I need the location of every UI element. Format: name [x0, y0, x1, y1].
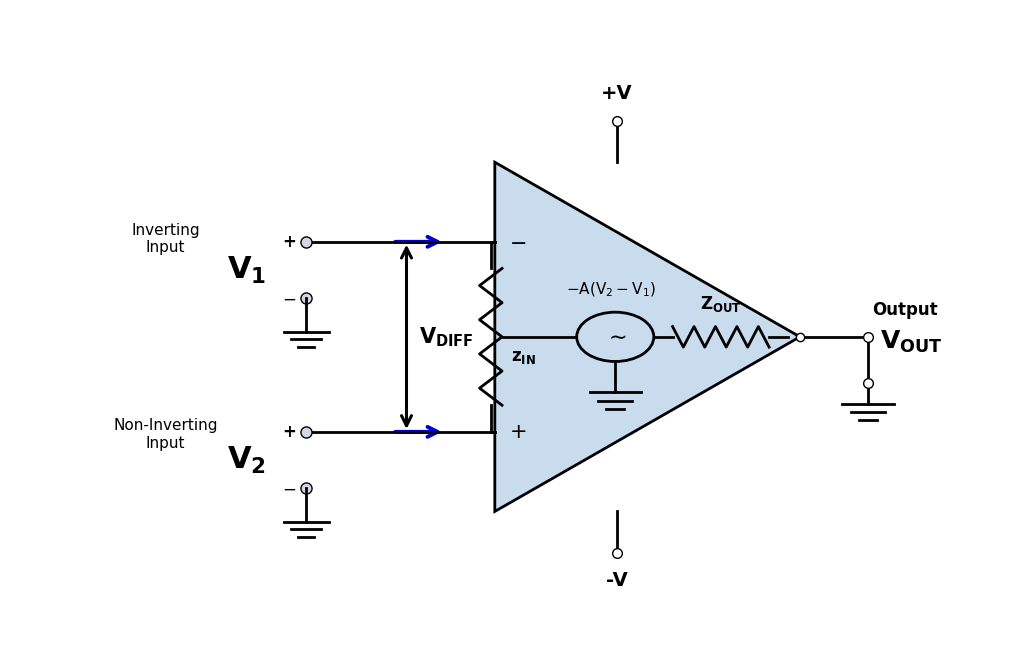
Text: +: + — [283, 423, 296, 441]
Text: Inverting
Input: Inverting Input — [132, 223, 200, 255]
Text: $\mathbf{z_{IN}}$: $\mathbf{z_{IN}}$ — [511, 348, 536, 366]
Circle shape — [577, 312, 654, 362]
Text: $-\mathrm{A}(\mathrm{V}_2 - \mathrm{V}_1)$: $-\mathrm{A}(\mathrm{V}_2 - \mathrm{V}_1… — [567, 281, 656, 299]
Text: $\mathbf{V_2}$: $\mathbf{V_2}$ — [227, 444, 266, 476]
Text: $\mathbf{Z_{OUT}}$: $\mathbf{Z_{OUT}}$ — [700, 293, 742, 313]
Text: $\mathbf{V_{DIFF}}$: $\mathbf{V_{DIFF}}$ — [419, 325, 473, 349]
Text: +V: +V — [601, 84, 633, 103]
Text: -V: -V — [606, 571, 628, 590]
Text: Non-Inverting
Input: Non-Inverting Input — [113, 418, 218, 451]
Text: $\sim$: $\sim$ — [604, 327, 627, 347]
Text: $+$: $+$ — [510, 422, 526, 442]
Text: $\mathbf{V_{OUT}}$: $\mathbf{V_{OUT}}$ — [881, 329, 943, 355]
Text: +: + — [283, 233, 296, 251]
Polygon shape — [495, 162, 800, 512]
Text: $-$: $-$ — [283, 480, 296, 498]
Text: $-$: $-$ — [283, 289, 296, 307]
Text: Output: Output — [872, 301, 938, 319]
Text: $-$: $-$ — [510, 232, 526, 252]
Text: $\mathbf{V_1}$: $\mathbf{V_1}$ — [227, 255, 266, 285]
